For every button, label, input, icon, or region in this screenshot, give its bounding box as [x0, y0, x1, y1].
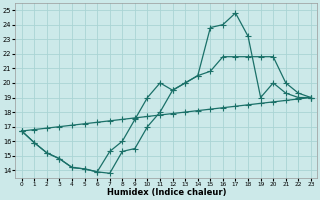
X-axis label: Humidex (Indice chaleur): Humidex (Indice chaleur)	[107, 188, 226, 197]
